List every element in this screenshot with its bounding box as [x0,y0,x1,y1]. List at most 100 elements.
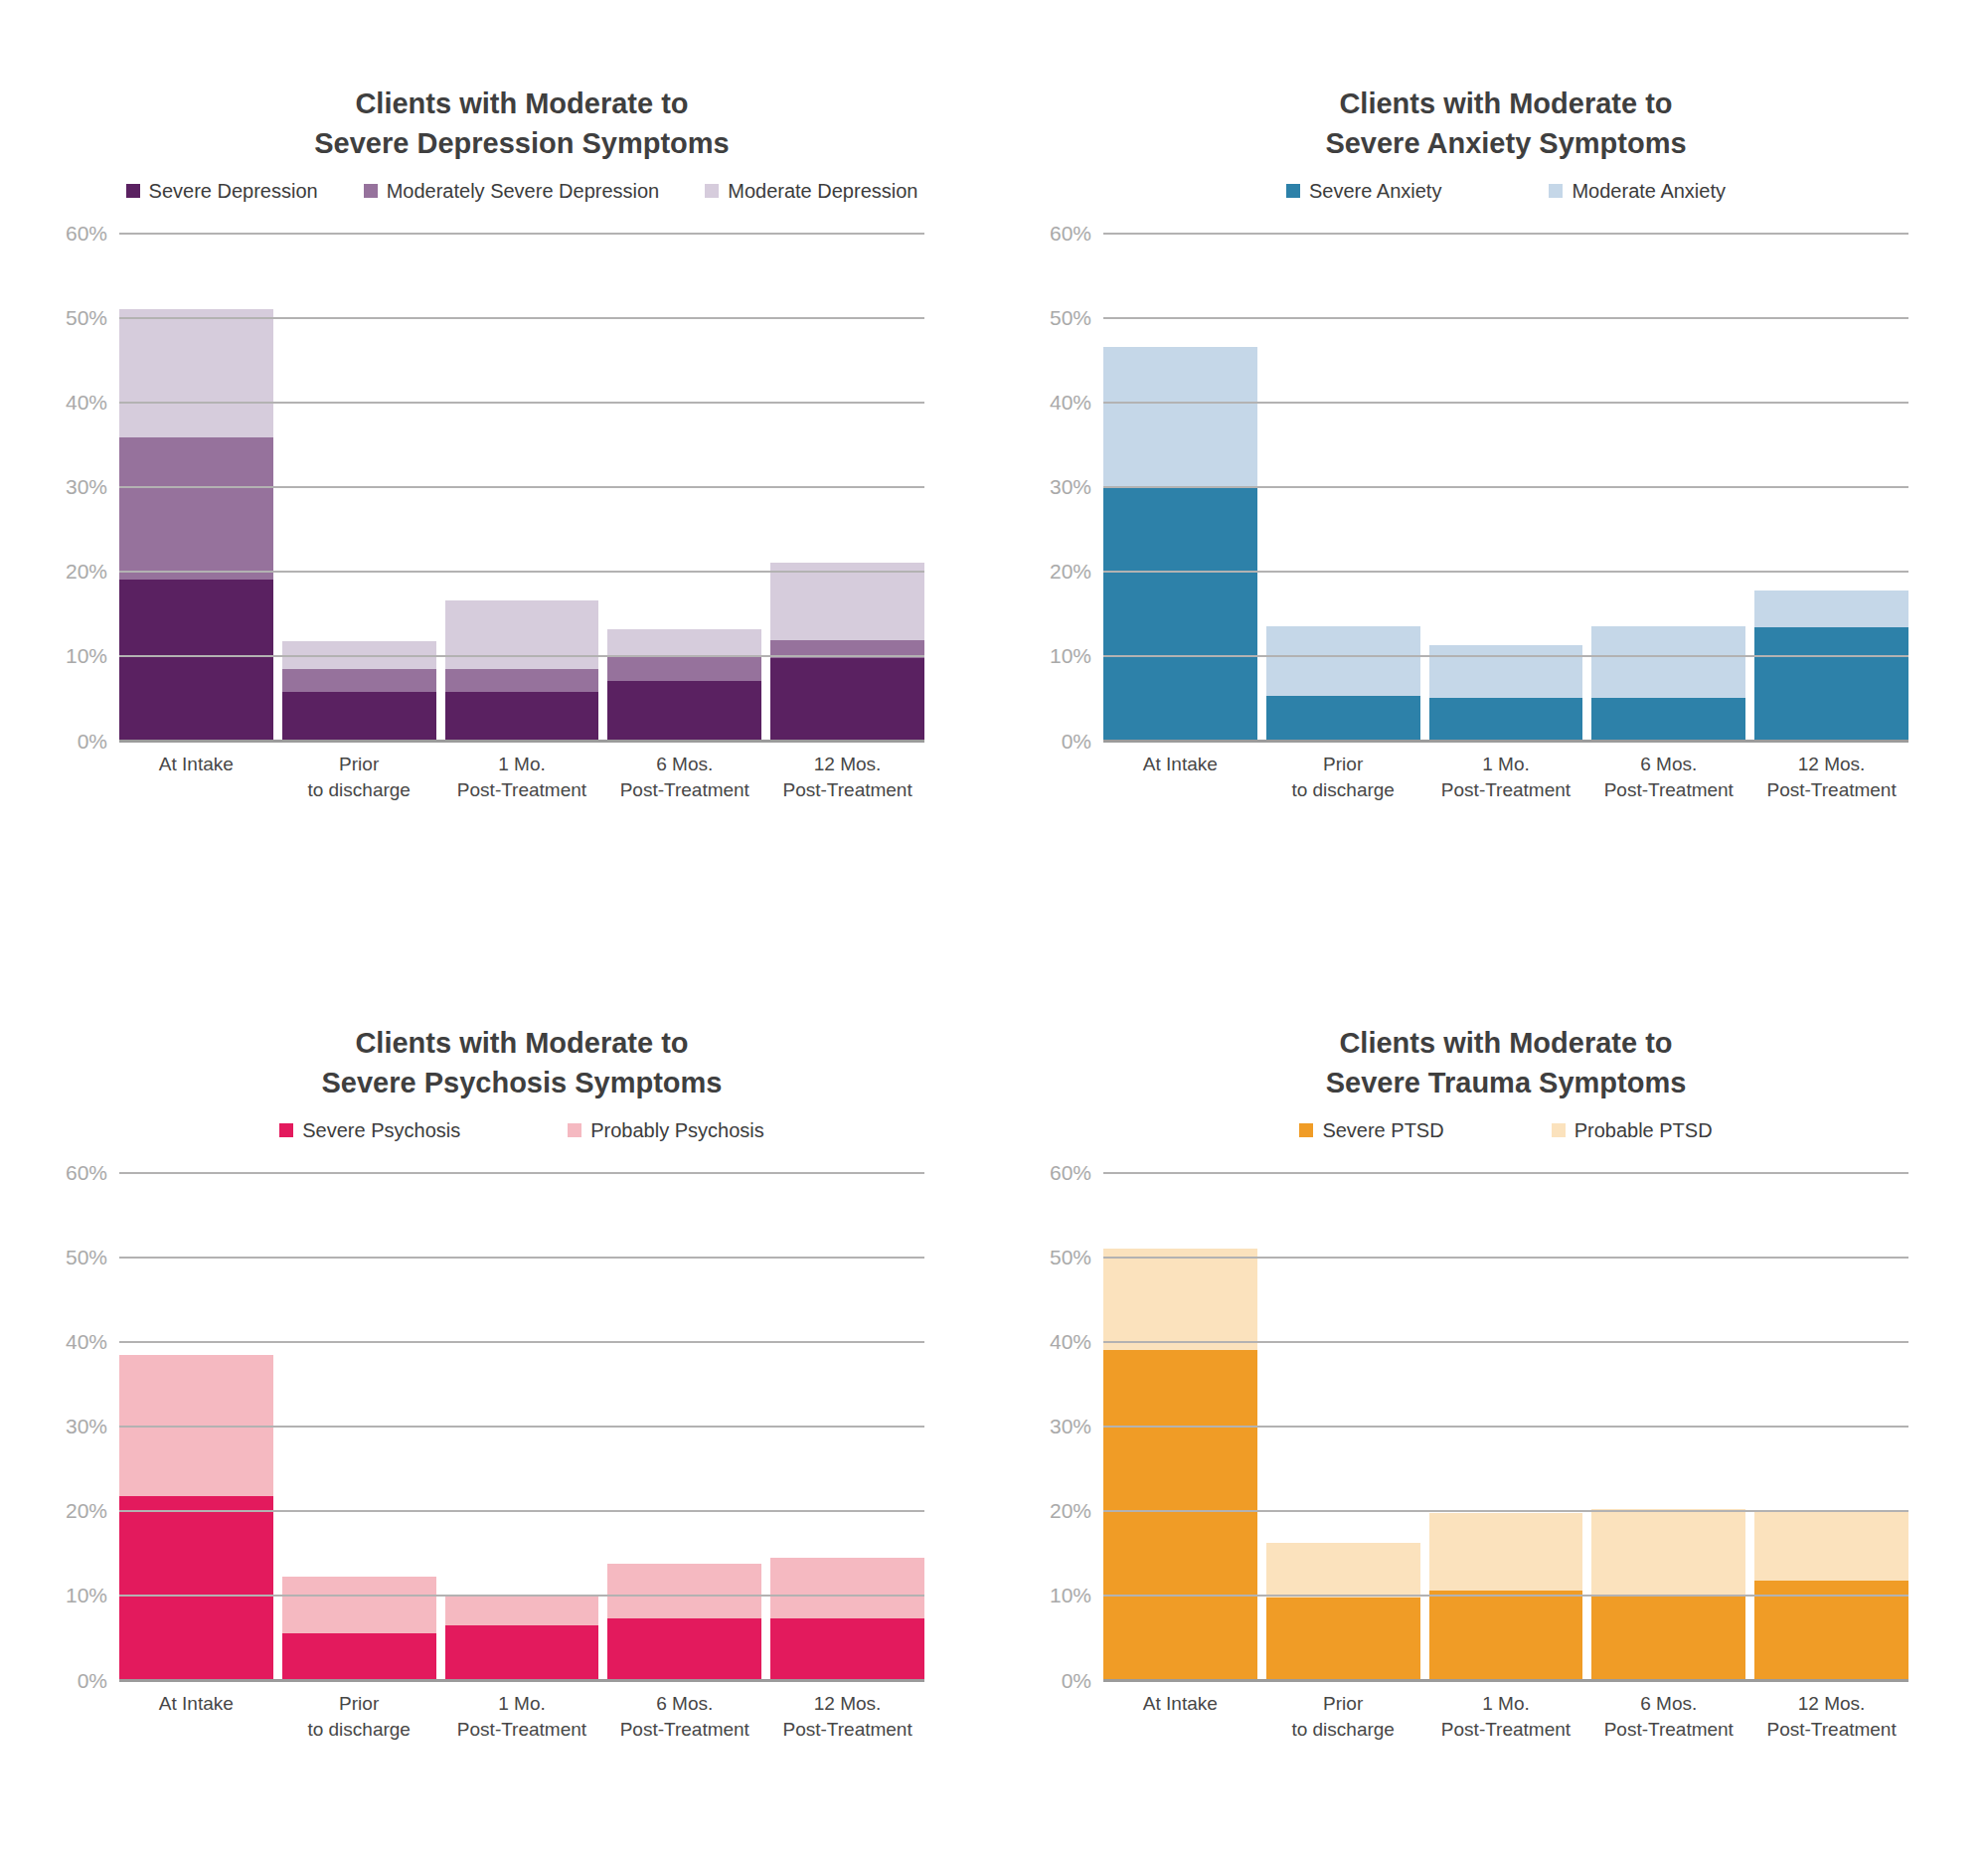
legend-label: Moderate Anxiety [1572,180,1726,203]
y-tick-label: 50% [1050,1246,1091,1269]
y-tick-label: 20% [1050,1499,1091,1523]
legend-label: Severe Psychosis [302,1119,460,1142]
gridline: 10% [1103,655,1908,657]
segment-moderate-anxiety [1591,626,1745,697]
x-axis-line: 0% [119,740,924,743]
legend-label: Probably Psychosis [590,1119,764,1142]
y-tick-label: 30% [1050,475,1091,499]
gridline: 20% [119,1510,924,1512]
segment-probably-psychosis [445,1596,599,1625]
gridline: 10% [119,655,924,657]
segment-severe-psychosis [282,1633,436,1679]
legend-item-moderately-severe-depression: Moderately Severe Depression [364,180,660,203]
gridline: 60% [119,233,924,235]
y-tick-label: 10% [1050,1584,1091,1607]
y-tick-label: 0% [78,730,107,754]
chart-title: Clients with Moderate toSevere Anxiety S… [1103,84,1908,163]
gridline: 30% [1103,486,1908,488]
gridline: 30% [119,486,924,488]
segment-moderate-anxiety [1429,645,1583,698]
legend: Severe Psychosis Probably Psychosis [119,1118,924,1142]
legend-label: Severe Anxiety [1309,180,1441,203]
gridline: 20% [119,571,924,573]
segment-severe-psychosis [119,1496,273,1679]
segment-probable-ptsd [1591,1509,1745,1595]
gridline: 40% [119,402,924,404]
x-axis-line: 0% [1103,1679,1908,1682]
x-category-label-at-intake: At Intake [119,1691,273,1743]
gridline: 60% [119,1172,924,1174]
gridline: 40% [1103,1341,1908,1343]
legend-swatch-icon [1299,1123,1313,1137]
x-axis-line: 0% [119,1679,924,1682]
depression-chart: Clients with Moderate toSevere Depressio… [60,62,924,803]
x-axis-labels: At IntakePriorto discharge1 Mo.Post-Trea… [119,1691,924,1743]
x-axis-line: 0% [1103,740,1908,743]
y-tick-label: 10% [1050,644,1091,668]
x-axis-labels: At IntakePriorto discharge1 Mo.Post-Trea… [1103,1691,1908,1743]
x-category-label-12-mos-post-treatment: 12 Mos.Post-Treatment [1754,752,1908,803]
gridline: 40% [119,1341,924,1343]
y-tick-label: 20% [66,1499,107,1523]
segment-moderately-severe-depression [445,669,599,691]
y-tick-label: 0% [1062,730,1091,754]
segment-severe-anxiety [1754,627,1908,740]
legend-swatch-icon [126,184,140,198]
y-tick-label: 0% [78,1669,107,1693]
x-category-label-6-mos-post-treatment: 6 Mos.Post-Treatment [1591,1691,1745,1743]
segment-moderate-depression [770,563,924,640]
y-tick-label: 50% [66,1246,107,1269]
segment-severe-depression [282,692,436,740]
segment-probable-ptsd [1429,1513,1583,1591]
plot-area: 60%50%40%30%20%10%0% [1103,233,1908,740]
gridline: 60% [1103,1172,1908,1174]
legend-label: Moderately Severe Depression [387,180,660,203]
x-category-label-prior-to-discharge: Priorto discharge [282,1691,436,1743]
gridline: 20% [1103,1510,1908,1512]
x-category-label-at-intake: At Intake [1103,1691,1257,1743]
y-tick-label: 30% [1050,1415,1091,1438]
segment-moderate-depression [119,309,273,437]
legend-item-probable-ptsd: Probable PTSD [1552,1119,1713,1142]
chart-title-line2: Severe Depression Symptoms [314,127,729,159]
chart-title-line2: Severe Psychosis Symptoms [322,1067,723,1098]
chart-title-line2: Severe Trauma Symptoms [1326,1067,1687,1098]
gridline: 50% [119,317,924,319]
x-category-label-6-mos-post-treatment: 6 Mos.Post-Treatment [1591,752,1745,803]
segment-moderate-anxiety [1754,590,1908,627]
legend-item-severe-depression: Severe Depression [126,180,318,203]
legend-label: Severe PTSD [1322,1119,1443,1142]
segment-moderately-severe-depression [607,656,761,681]
x-category-label-1-mo-post-treatment: 1 Mo.Post-Treatment [1429,752,1583,803]
segment-severe-psychosis [445,1625,599,1679]
legend: Severe PTSD Probable PTSD [1103,1118,1908,1142]
chart-title: Clients with Moderate toSevere Trauma Sy… [1103,1023,1908,1102]
y-tick-label: 50% [66,306,107,330]
x-category-label-12-mos-post-treatment: 12 Mos.Post-Treatment [770,752,924,803]
legend: Severe Anxiety Moderate Anxiety [1103,179,1908,203]
legend-item-severe-psychosis: Severe Psychosis [279,1119,460,1142]
segment-severe-ptsd [1591,1595,1745,1679]
trauma-chart: Clients with Moderate toSevere Trauma Sy… [1044,1001,1908,1743]
segment-severe-anxiety [1266,696,1420,740]
gridline: 30% [119,1426,924,1428]
y-tick-label: 30% [66,1415,107,1438]
y-tick-label: 20% [1050,560,1091,584]
chart-title-line1: Clients with Moderate to [355,1027,688,1059]
segment-moderate-depression [607,629,761,656]
x-category-label-prior-to-discharge: Priorto discharge [282,752,436,803]
chart-title: Clients with Moderate to Severe Psychosis… [119,1023,924,1102]
gridline: 50% [1103,1257,1908,1259]
segment-probable-ptsd [1754,1511,1908,1582]
legend-item-moderate-depression: Moderate Depression [705,180,917,203]
segment-probably-psychosis [607,1564,761,1617]
segment-probable-ptsd [1266,1543,1420,1598]
segment-severe-anxiety [1591,698,1745,741]
legend-swatch-icon [1549,184,1563,198]
y-tick-label: 60% [1050,222,1091,246]
y-tick-label: 60% [1050,1161,1091,1185]
x-axis-labels: At IntakePriorto discharge1 Mo.Post-Trea… [1103,752,1908,803]
y-tick-label: 50% [1050,306,1091,330]
segment-severe-depression [119,580,273,741]
y-tick-label: 30% [66,475,107,499]
